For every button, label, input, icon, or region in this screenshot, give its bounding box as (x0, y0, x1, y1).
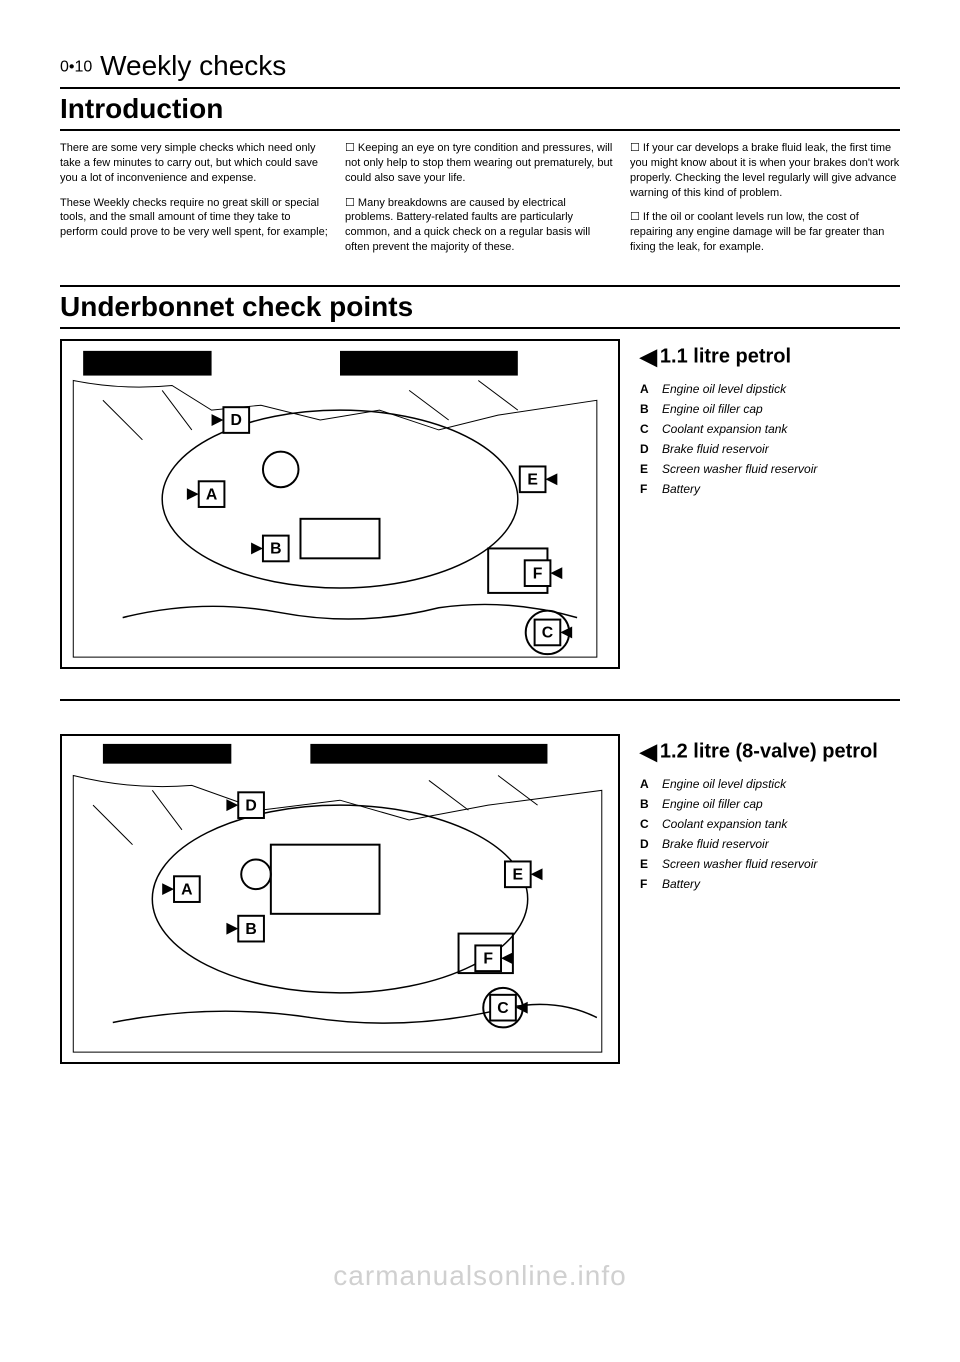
legend-list-2: AEngine oil level dipstick BEngine oil f… (640, 777, 900, 891)
legend-item: AEngine oil level dipstick (640, 382, 900, 396)
svg-text:F: F (483, 950, 493, 967)
svg-text:E: E (513, 866, 524, 883)
intro-para: ☐ Many breakdowns are caused by electric… (345, 196, 615, 255)
underbonnet-heading: Underbonnet check points (60, 285, 900, 329)
svg-text:C: C (497, 1000, 508, 1017)
introduction-heading: Introduction (60, 87, 900, 131)
svg-text:C: C (542, 624, 553, 641)
svg-text:F: F (533, 565, 543, 582)
engine-diagram-1: A B C D E F (60, 339, 620, 669)
svg-text:B: B (270, 541, 281, 558)
intro-para: ☐ Keeping an eye on tyre condition and p… (345, 141, 615, 186)
engine-block-2: A B C D E F ◀1.2 litre (8-valve) petrol AEngi… (60, 734, 900, 1064)
svg-text:A: A (206, 486, 217, 503)
legend-item: EScreen washer fluid reservoir (640, 857, 900, 871)
page-header: 0•10 Weekly checks (60, 50, 900, 82)
left-arrow-icon: ◀ (640, 739, 657, 764)
engine-block-1: A B C D E F ◀1.1 litre petrol AEngine oil lev… (60, 339, 900, 669)
intro-para: There are some very simple checks which … (60, 141, 330, 186)
engine-diagram-svg-2: A B C D E F (62, 736, 618, 1062)
intro-para: ☐ If your car develops a brake fluid lea… (630, 141, 900, 200)
svg-text:B: B (245, 921, 256, 938)
svg-text:D: D (245, 797, 256, 814)
legend-engine-2: ◀1.2 litre (8-valve) petrol AEngine oil … (640, 734, 900, 1064)
legend-item: DBrake fluid reservoir (640, 837, 900, 851)
legend-item: BEngine oil filler cap (640, 797, 900, 811)
intro-para: These Weekly checks require no great ski… (60, 196, 330, 241)
intro-column-3: ☐ If your car develops a brake fluid lea… (630, 141, 900, 265)
engine-diagram-2: A B C D E F (60, 734, 620, 1064)
svg-text:D: D (231, 412, 242, 429)
legend-item: DBrake fluid reservoir (640, 442, 900, 456)
legend-item: CCoolant expansion tank (640, 817, 900, 831)
legend-item: AEngine oil level dipstick (640, 777, 900, 791)
page-title-text: Weekly checks (100, 50, 286, 81)
legend-item: FBattery (640, 482, 900, 496)
intro-column-1: There are some very simple checks which … (60, 141, 330, 265)
intro-para: ☐ If the oil or coolant levels run low, … (630, 210, 900, 255)
legend-engine-1: ◀1.1 litre petrol AEngine oil level dips… (640, 339, 900, 669)
legend-item: BEngine oil filler cap (640, 402, 900, 416)
intro-column-2: ☐ Keeping an eye on tyre condition and p… (345, 141, 615, 265)
section-divider (60, 699, 900, 724)
watermark-text: carmanualsonline.info (333, 1260, 626, 1292)
introduction-body: There are some very simple checks which … (60, 141, 900, 265)
legend-item: FBattery (640, 877, 900, 891)
svg-text:E: E (527, 471, 538, 488)
legend-title-2: ◀1.2 litre (8-valve) petrol (640, 739, 900, 765)
left-arrow-icon: ◀ (640, 344, 657, 369)
svg-text:A: A (181, 881, 192, 898)
legend-item: CCoolant expansion tank (640, 422, 900, 436)
legend-item: EScreen washer fluid reservoir (640, 462, 900, 476)
legend-list-1: AEngine oil level dipstick BEngine oil f… (640, 382, 900, 496)
legend-title-1: ◀1.1 litre petrol (640, 344, 900, 370)
page-number-prefix: 0•10 (60, 59, 92, 76)
engine-diagram-svg: A B C D E F (62, 341, 618, 667)
